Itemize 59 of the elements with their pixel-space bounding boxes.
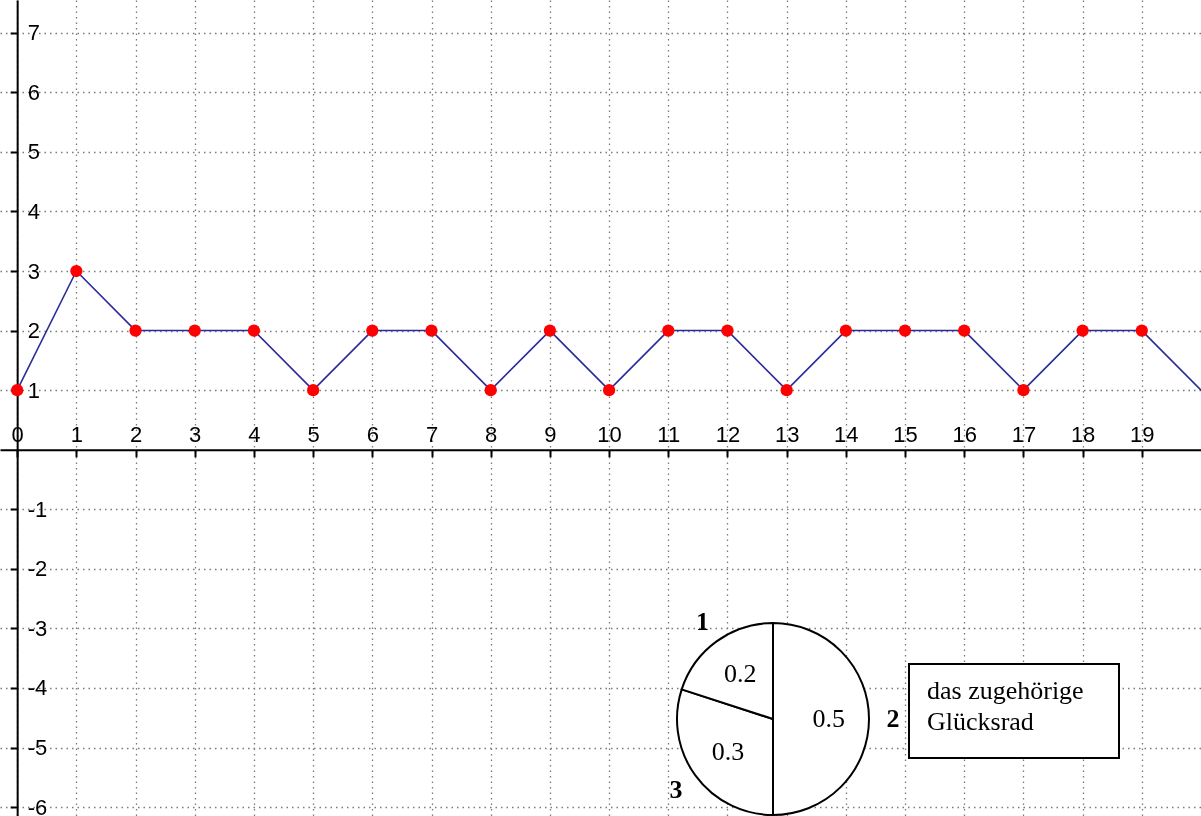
- x-tick-label: 15: [893, 422, 918, 448]
- point: [188, 324, 201, 337]
- y-tick-label: 3: [27, 258, 40, 284]
- point: [11, 384, 24, 397]
- y-tick-label: -1: [27, 496, 48, 522]
- slice-label: 3: [669, 774, 683, 804]
- y-tick-label: -2: [27, 556, 48, 582]
- x-tick-label: 13: [774, 422, 800, 448]
- y-tick-label: -5: [27, 735, 48, 760]
- x-tick-label: 7: [425, 422, 439, 448]
- x-tick-label: 9: [544, 422, 557, 448]
- y-tick-label: -4: [27, 675, 48, 701]
- x-tick-label: 8: [485, 422, 498, 448]
- point: [662, 324, 675, 337]
- x-tick-label: 17: [1011, 422, 1037, 448]
- point: [958, 324, 971, 337]
- slice-label: 2: [886, 704, 900, 733]
- x-tick-label: 12: [715, 422, 741, 448]
- point: [307, 384, 320, 397]
- point: [721, 324, 734, 337]
- x-tick-label: 11: [657, 422, 681, 448]
- x-tick-label: 5: [307, 422, 320, 448]
- annotation: das zugehörige Glücksrad: [927, 675, 1085, 737]
- y-tick-label: 2: [27, 318, 40, 344]
- slice-label: 1: [695, 606, 709, 636]
- point: [1017, 384, 1030, 397]
- x-tick-label: 19: [1130, 422, 1155, 448]
- point: [839, 324, 852, 337]
- y-tick-label: -6: [27, 794, 48, 816]
- x-tick-label: 16: [952, 422, 977, 448]
- point: [780, 384, 793, 397]
- point: [425, 324, 438, 337]
- point: [484, 384, 497, 397]
- point: [602, 384, 616, 397]
- x-tick-label: 10: [597, 422, 622, 448]
- y-tick-label: 5: [27, 139, 40, 165]
- point: [543, 324, 557, 337]
- data-label: 0.3: [711, 736, 745, 766]
- y-tick-label: 1: [27, 377, 40, 403]
- x-tick-label: 4: [248, 422, 261, 448]
- y-tick-label: 4: [27, 198, 40, 224]
- point: [366, 324, 379, 337]
- x-tick-label: 18: [1070, 422, 1096, 448]
- point: [1076, 324, 1089, 337]
- data-label: 0.5: [812, 704, 845, 733]
- point: [129, 324, 142, 337]
- point: [1135, 324, 1148, 337]
- point: [247, 324, 261, 337]
- x-tick-label: 2: [129, 422, 143, 448]
- y-tick-label: 6: [27, 79, 40, 105]
- x-tick-label: 3: [189, 422, 202, 448]
- point: [70, 264, 83, 278]
- data-label: 0.2: [724, 658, 757, 688]
- x-tick-label: 14: [834, 422, 859, 448]
- y-tick-label: -3: [27, 615, 48, 641]
- y-tick-label: 7: [27, 20, 40, 46]
- point: [898, 324, 912, 337]
- x-tick-label: 1: [70, 422, 83, 448]
- x-tick-label: 6: [366, 422, 379, 448]
